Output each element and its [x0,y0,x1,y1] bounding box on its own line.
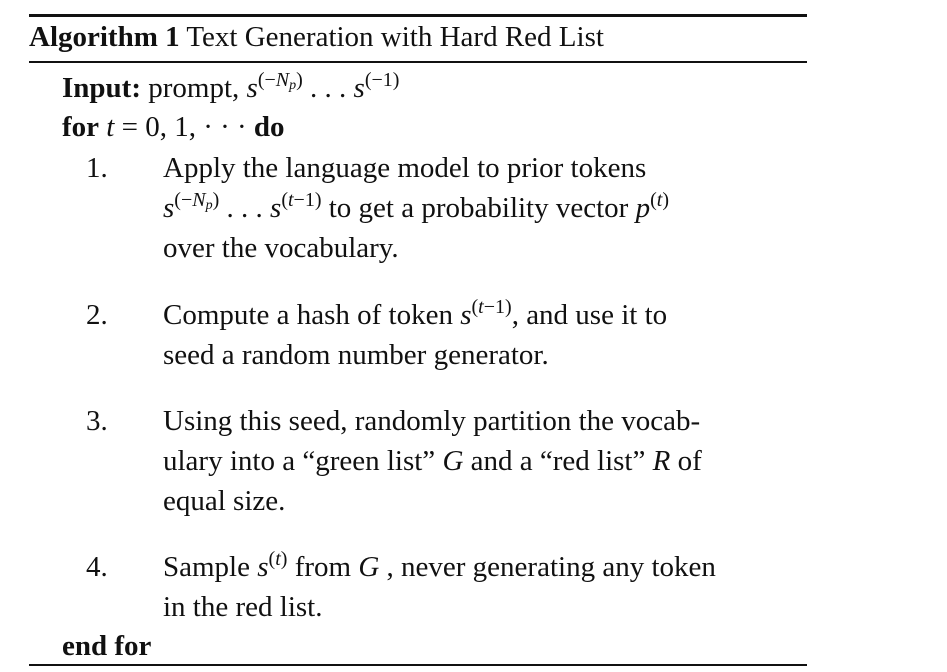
step-4-prefix: Sample [163,551,250,583]
green-list-symbol: G [442,445,464,477]
step-1-ellipsis: . . . [226,192,263,224]
end-for-keyword: end for [62,630,152,662]
step-1-line-1: Apply the language model to prior tokens [163,152,647,184]
top-rule [29,14,807,17]
step-1-line-2-text: to get a probability vector [328,192,629,224]
step-2-line-1: Compute a hash of token s(t−1), and use … [163,295,667,335]
for-keyword: for [62,111,100,143]
step-3-line-3: equal size. [163,485,286,517]
loop-range: = 0, 1, · · · [121,111,247,143]
input-keyword: Input: [62,72,141,104]
step-4-green-symbol: G [358,551,380,583]
input-token-start: s(−Np) [246,69,303,104]
step-3-suffix: of [677,445,702,477]
step-3-line-1: Using this seed, randomly partition the … [163,405,701,437]
algorithm-title-text: Text Generation with Hard Red List [186,21,604,53]
input-line: Input: prompt, s(−Np) . . . s(−1) [62,70,399,106]
header-rule [29,61,807,63]
step-1-prob-vector: p(t) [635,189,669,224]
for-line: for t = 0, 1, · · · do [62,109,285,145]
step-2-prefix: Compute a hash of token [163,299,453,331]
input-ellipsis: . . . [310,72,347,104]
step-1-token-end: s(t−1) [270,189,322,224]
step-4-number: 4. [86,551,108,583]
step-1-line-3: over the vocabulary. [163,232,399,264]
step-4-line-1: Sample s(t) from G , never generating an… [163,547,716,587]
red-list-symbol: R [652,445,671,477]
step-2-line-2: seed a random number generator. [163,339,549,371]
algorithm-label: Algorithm 1 [29,21,180,53]
step-2-token: s(t−1) [460,296,512,331]
step-4-line-2: in the red list. [163,591,323,623]
step-3-line-2: ulary into a “green list” G and a “red l… [163,441,702,481]
do-keyword: do [253,111,285,143]
step-2-number: 2. [86,299,108,331]
step-1-line-2: s(−Np) . . . s(t−1) to get a probability… [163,188,669,228]
bottom-rule [29,664,807,666]
step-1-token-start: s(−Np) [163,189,220,224]
step-4-mid: from [294,551,352,583]
input-token-end: s(−1) [353,69,400,104]
step-3-prefix: ulary into a “green list” [163,445,436,477]
algorithm-title: Algorithm 1 Text Generation with Hard Re… [29,19,604,55]
step-4-token: s(t) [257,548,288,583]
step-4-suffix: , never generating any token [386,551,716,583]
input-text: prompt, [148,72,240,104]
step-3-number: 3. [86,405,108,437]
step-3-mid: and a “red list” [470,445,646,477]
step-1-number: 1. [86,152,108,184]
loop-variable: t [106,111,115,143]
step-2-suffix: , and use it to [511,299,668,331]
